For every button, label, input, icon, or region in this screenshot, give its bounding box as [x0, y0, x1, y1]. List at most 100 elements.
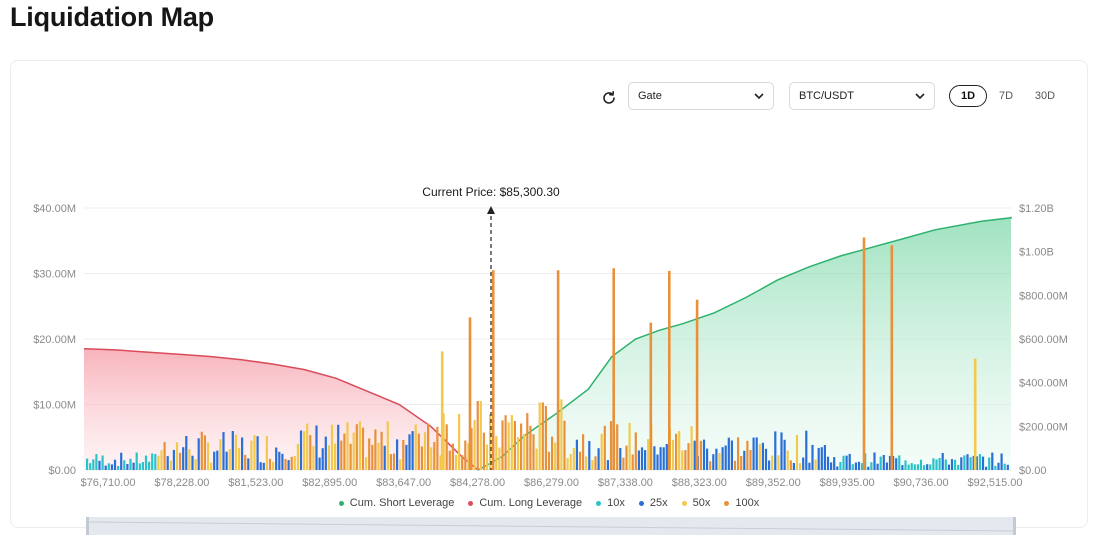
bar-10x [879, 456, 882, 470]
legend-item-25x[interactable]: 25x [638, 497, 668, 509]
bar-10x [92, 459, 95, 470]
bar-50x [647, 439, 650, 470]
bar-10x [135, 452, 138, 470]
tab-1d[interactable]: 1D [949, 85, 987, 107]
legend-dot [338, 500, 344, 506]
tab-30d[interactable]: 30D [1034, 90, 1056, 102]
bar-100x [355, 424, 358, 470]
bar-25x [166, 456, 169, 470]
bar-100x [482, 432, 485, 470]
bar-25x [854, 462, 857, 470]
bar-100x [631, 454, 634, 470]
bar-100x [340, 440, 343, 470]
bar-25x [182, 447, 185, 470]
legend-item-cum-short[interactable]: Cum. Short Leverage [338, 497, 454, 509]
tab-7d[interactable]: 7D [998, 90, 1014, 102]
bar-50x [467, 443, 470, 470]
y-right-tick-label: $1.20B [1019, 203, 1054, 215]
bar-100x [733, 460, 737, 470]
bar-50x [572, 448, 575, 470]
bar-50x [414, 424, 417, 470]
bar-25x [950, 459, 954, 470]
bar-100x [476, 401, 479, 470]
bar-10x [978, 454, 981, 470]
bar-25x [823, 445, 826, 470]
bar-25x [693, 440, 696, 470]
bar-50x [253, 435, 256, 470]
bar-50x [560, 399, 563, 470]
chart-legend: Cum. Short Leverage Cum. Long Leverage 1… [11, 497, 1087, 509]
legend-item-100x[interactable]: 100x [724, 497, 759, 509]
bar-50x [516, 437, 520, 470]
bar-50x [495, 436, 498, 470]
bar-25x [802, 457, 805, 470]
y-left-tick-label: $0.00 [48, 465, 76, 477]
bar-25x [730, 440, 733, 470]
bar-25x [901, 465, 904, 470]
bar-10x [954, 459, 957, 470]
x-tick-label: $90,736.00 [894, 477, 949, 489]
bar-25x [808, 462, 811, 470]
bar-50x [210, 462, 213, 470]
legend-dot [596, 500, 602, 506]
legend-item-cum-long[interactable]: Cum. Long Leverage [468, 497, 582, 509]
bar-25x [783, 439, 786, 470]
bar-25x [743, 450, 746, 470]
bar-25x [113, 459, 117, 470]
pair-select[interactable]: BTC/USDT [789, 82, 935, 110]
bar-100x [402, 440, 405, 470]
bar-10x [151, 453, 154, 470]
bar-10x [929, 464, 932, 470]
legend-item-10x[interactable]: 10x [596, 497, 625, 509]
refresh-icon[interactable] [599, 88, 619, 108]
bar-100x [612, 268, 615, 470]
bar-100x [451, 443, 454, 470]
bar-50x [569, 454, 572, 470]
zoom-range-slider[interactable] [86, 517, 1016, 535]
current-price-arrow [487, 206, 495, 214]
bar-25x [281, 453, 284, 470]
bar-100x [200, 431, 203, 470]
bar-25x [876, 463, 879, 470]
bar-25x [318, 457, 321, 470]
y-left-tick-label: $30.00M [33, 269, 76, 281]
bar-10x [957, 464, 960, 470]
bar-50x [690, 426, 693, 470]
bar-25x [721, 447, 724, 470]
y-left-tick-label: $20.00M [33, 334, 76, 346]
y-right-tick-label: $600.00M [1019, 334, 1068, 346]
bar-10x [101, 455, 104, 470]
y-right-tick-label: $0.00 [1019, 465, 1047, 477]
legend-dot [638, 500, 644, 506]
bar-50x [440, 351, 444, 470]
bar-50x [718, 453, 721, 470]
bar-25x [966, 454, 969, 470]
bar-25x [324, 436, 327, 470]
y-left-tick-label: $10.00M [33, 400, 76, 412]
x-tick-label: $88,323.00 [672, 477, 727, 489]
bar-25x [315, 425, 318, 470]
bar-10x [919, 459, 923, 470]
bar-100x [309, 435, 312, 470]
bar-25x [396, 439, 399, 470]
page-title: Liquidation Map [10, 2, 214, 32]
bar-100x [361, 427, 365, 470]
bar-100x [594, 456, 597, 470]
bar-50x [346, 422, 349, 470]
bar-25x [867, 466, 870, 470]
bar-25x [197, 438, 200, 470]
bar-100x [622, 457, 625, 470]
bar-25x [120, 452, 123, 470]
bar-10x [994, 465, 997, 470]
bar-25x [991, 452, 994, 470]
bar-25x [975, 456, 978, 470]
bar-50x [498, 447, 501, 470]
bar-50x [795, 435, 799, 470]
x-tick-label: $86,279.00 [524, 477, 579, 489]
legend-item-50x[interactable]: 50x [681, 497, 710, 509]
bar-25x [287, 460, 290, 470]
exchange-select[interactable]: Gate [628, 82, 774, 110]
bar-10x [1003, 463, 1006, 470]
bar-50x [591, 460, 594, 470]
bar-100x [789, 460, 792, 470]
